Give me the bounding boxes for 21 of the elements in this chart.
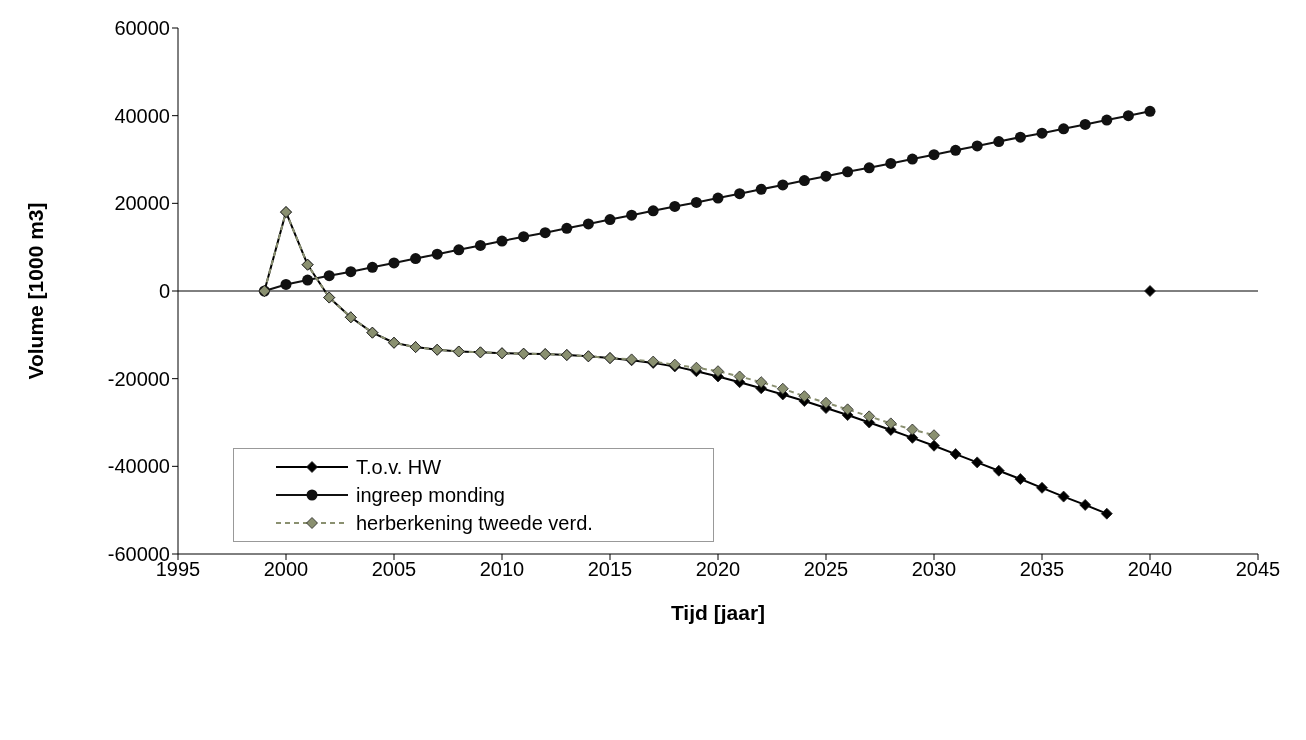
x-tick-label: 2025	[803, 558, 849, 581]
y-tick-label: 40000	[114, 104, 170, 127]
y-tick-label: 0	[158, 280, 170, 303]
x-tick-label: 2030	[911, 558, 957, 581]
y-tick-label: -40000	[107, 455, 170, 478]
legend-label: herberkening tweede verd.	[356, 511, 593, 535]
x-tick-label: 2040	[1127, 558, 1173, 581]
x-tick-label: 2035	[1019, 558, 1065, 581]
x-tick-label: 2000	[263, 558, 309, 581]
x-axis-title: Tijd [jaar]	[670, 601, 766, 624]
y-tick-label: 60000	[114, 17, 170, 40]
x-tick-label: 2015	[587, 558, 633, 581]
y-tick-label: 20000	[114, 192, 170, 215]
x-tick-label: 2020	[695, 558, 741, 581]
legend-label: T.o.v. HW	[356, 455, 442, 479]
x-tick-label: 2010	[479, 558, 525, 581]
y-axis-title: Volume [1000 m3]	[24, 202, 48, 380]
x-tick-label: 2045	[1235, 558, 1281, 581]
x-tick-label: 2005	[371, 558, 417, 581]
legend-label: ingreep monding	[356, 483, 505, 507]
y-tick-label: -20000	[107, 367, 170, 390]
